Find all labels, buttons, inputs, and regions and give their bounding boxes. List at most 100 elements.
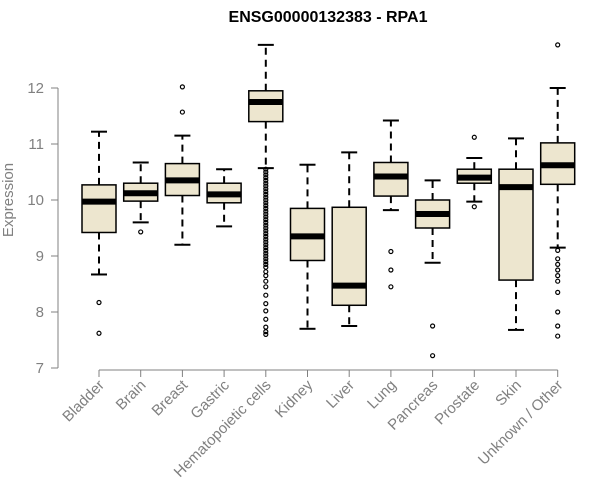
outlier-point [263,175,269,181]
y-axis: 7 8 9 10 11 12 [27,80,559,377]
box-group [331,151,367,327]
y-tick-label: 7 [36,360,44,377]
y-tick-label: 10 [27,192,44,209]
outlier-point [555,323,561,329]
outlier-point [263,301,269,307]
x-category-label: Breast [149,376,192,419]
box-group [456,134,493,210]
outlier-point [555,247,561,253]
box-group [164,84,201,246]
outlier-point [555,273,561,279]
outlier-point [263,219,269,225]
x-category-label: Brain [113,377,150,414]
outlier-point [263,316,269,322]
outlier-point [263,214,269,220]
outlier-point [263,186,269,192]
y-tick-label: 9 [36,248,44,265]
outlier-point [96,330,102,336]
outlier-point [430,323,436,329]
x-category-label: Prostate [432,377,484,429]
outlier-point [263,180,269,186]
outlier-point [471,134,477,140]
box-group [248,43,284,337]
outlier-point [263,236,269,242]
outlier-point [263,217,269,223]
outlier-point [138,229,144,235]
outlier-point [263,225,269,231]
outlier-point [263,205,269,211]
outlier-point [555,309,561,315]
x-category-label: Skin [492,377,525,410]
box-group [373,119,409,290]
outlier-point [555,261,561,267]
outlier-point [263,191,269,197]
outlier-point [263,228,269,234]
outlier-point [263,189,269,195]
outlier-point [263,203,269,209]
y-tick-label: 11 [28,136,44,153]
outlier-point [96,299,102,306]
outlier-point [263,166,269,172]
y-tick-label: 12 [27,80,44,97]
outlier-point [555,333,561,339]
outlier-point [263,256,269,262]
x-category-label: Liver [323,377,358,412]
box-group [122,161,159,235]
outlier-point [263,261,269,267]
outlier-point [263,211,269,217]
outlier-point [263,331,269,337]
outlier-point [263,259,269,265]
outlier-point [555,256,561,262]
outlier-point [263,169,269,175]
outlier-point [263,194,269,200]
outlier-point [263,242,269,248]
outlier-point [555,289,561,295]
outlier-point [263,197,269,203]
outlier-point [263,273,269,279]
outlier-point [263,278,269,284]
outlier-point [263,233,269,239]
box-iqr [81,184,117,234]
outlier-point [263,231,269,237]
y-axis-label: Expression [0,163,17,237]
outlier-point [263,247,269,253]
outlier-point [263,253,269,259]
x-category-label: Kidney [272,376,317,421]
box-iqr [331,206,367,307]
box-group [414,179,451,359]
box-group [81,130,117,336]
boxes-layer [81,42,576,359]
outlier-point [263,308,269,314]
outlier-point [263,329,269,335]
outlier-point [555,267,561,273]
box-group [206,168,242,228]
outlier-point [430,353,436,359]
outlier-point [179,109,185,115]
box-group [498,137,534,331]
outlier-point [263,284,269,290]
outlier-point [263,208,269,214]
outlier-point [263,245,269,251]
outlier-point [388,284,394,290]
outlier-point [263,250,269,256]
x-category-label: Bladder [59,377,108,426]
outlier-point [388,248,394,255]
outlier-point [179,84,185,90]
outlier-point [263,172,269,178]
outlier-point [263,183,269,189]
outlier-point [263,177,269,183]
x-category-label: Lung [364,377,400,413]
outlier-point [388,267,394,273]
chart-title: ENSG00000132383 - RPA1 [229,9,428,26]
y-tick-label: 8 [36,304,44,321]
outlier-point [555,42,561,48]
outlier-point [471,204,477,210]
box-group [539,42,576,339]
box-group [289,163,326,330]
outlier-point [263,200,269,206]
outlier-point [263,222,269,228]
outlier-point [263,239,269,245]
